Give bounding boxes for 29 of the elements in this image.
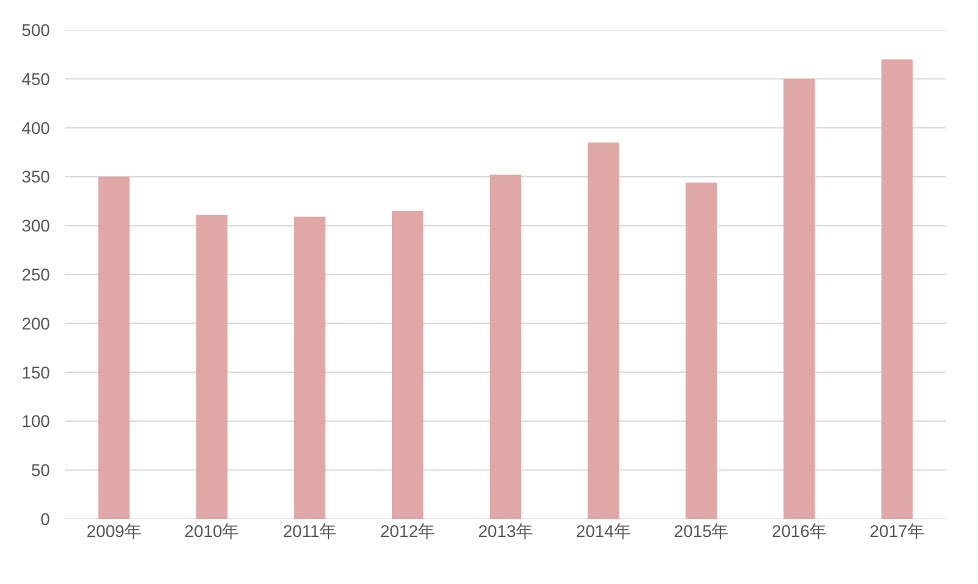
bar bbox=[490, 174, 522, 519]
y-tick-label: 250 bbox=[22, 265, 50, 284]
y-tick-label: 200 bbox=[22, 314, 50, 334]
x-tick-label: 2012年 bbox=[380, 522, 436, 541]
x-tick-label: 2016年 bbox=[772, 522, 827, 541]
y-tick-label: 100 bbox=[22, 412, 50, 432]
y-tick-label: 350 bbox=[22, 168, 50, 187]
bar bbox=[98, 176, 130, 519]
bar bbox=[294, 216, 326, 519]
y-tick-label: 300 bbox=[22, 216, 50, 236]
y-tick-label: 400 bbox=[22, 118, 50, 138]
x-tick-label: 2015年 bbox=[674, 522, 729, 541]
bar bbox=[784, 78, 815, 519]
x-tick-label: 2011年 bbox=[282, 522, 336, 541]
x-tick-label: 2017年 bbox=[870, 522, 924, 541]
bar bbox=[196, 214, 228, 519]
x-tick-label: 2013年 bbox=[478, 522, 533, 541]
y-tick-label: 150 bbox=[22, 363, 50, 382]
y-tick-label: 450 bbox=[22, 70, 50, 89]
bar bbox=[588, 142, 620, 519]
bar bbox=[881, 59, 913, 519]
bar bbox=[686, 182, 717, 519]
y-tick-label: 500 bbox=[22, 20, 50, 40]
y-tick-label: 0 bbox=[40, 510, 50, 529]
x-tick-label: 2009年 bbox=[86, 522, 142, 541]
y-tick-label: 50 bbox=[31, 461, 50, 480]
x-tick-label: 2010年 bbox=[184, 522, 240, 541]
x-tick-label: 2014年 bbox=[576, 522, 631, 541]
bar bbox=[392, 210, 424, 519]
